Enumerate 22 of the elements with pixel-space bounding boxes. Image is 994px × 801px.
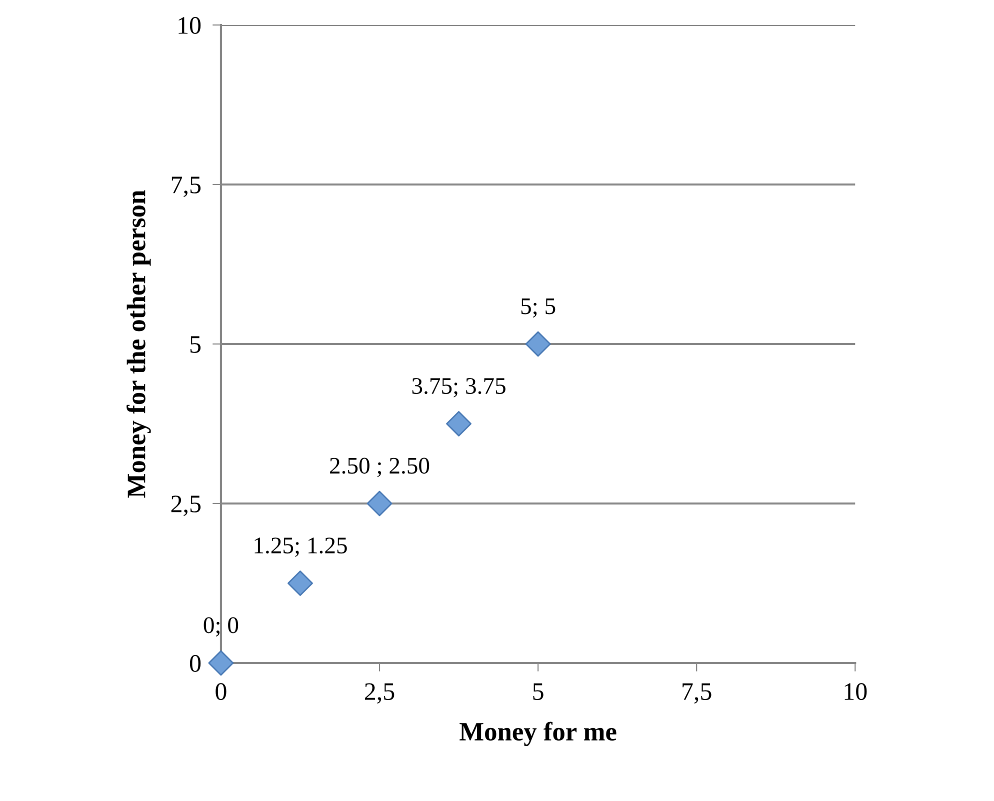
y-tick-label: 5: [190, 336, 201, 353]
x-axis-title: Money for me: [460, 722, 616, 746]
y-tick-label: 7,5: [172, 176, 201, 198]
x-tick-label: 10: [844, 683, 867, 700]
data-label: 5; 5: [521, 298, 556, 318]
y-axis-title: Money for the other person: [126, 190, 151, 498]
point: [288, 570, 313, 596]
y-tick-label: 0: [190, 655, 201, 672]
x-tick-label: 5: [533, 683, 544, 700]
data-label: 1.25; 1.25: [254, 538, 347, 557]
point: [525, 331, 551, 357]
data-label: 2.50 ; 2.50: [330, 458, 430, 478]
y-tick-label: 2,5: [171, 496, 201, 516]
y-tick-label: 10: [178, 17, 201, 34]
data-label: 0; 0: [204, 617, 238, 637]
x-tick-label: 0: [216, 683, 226, 700]
x-tick-label: 2,5: [364, 683, 394, 704]
point: [208, 650, 234, 676]
point: [446, 411, 472, 436]
x-tick-label: 7,5: [682, 683, 712, 704]
point: [366, 490, 392, 516]
data-label: 3.75; 3.75: [412, 378, 506, 398]
